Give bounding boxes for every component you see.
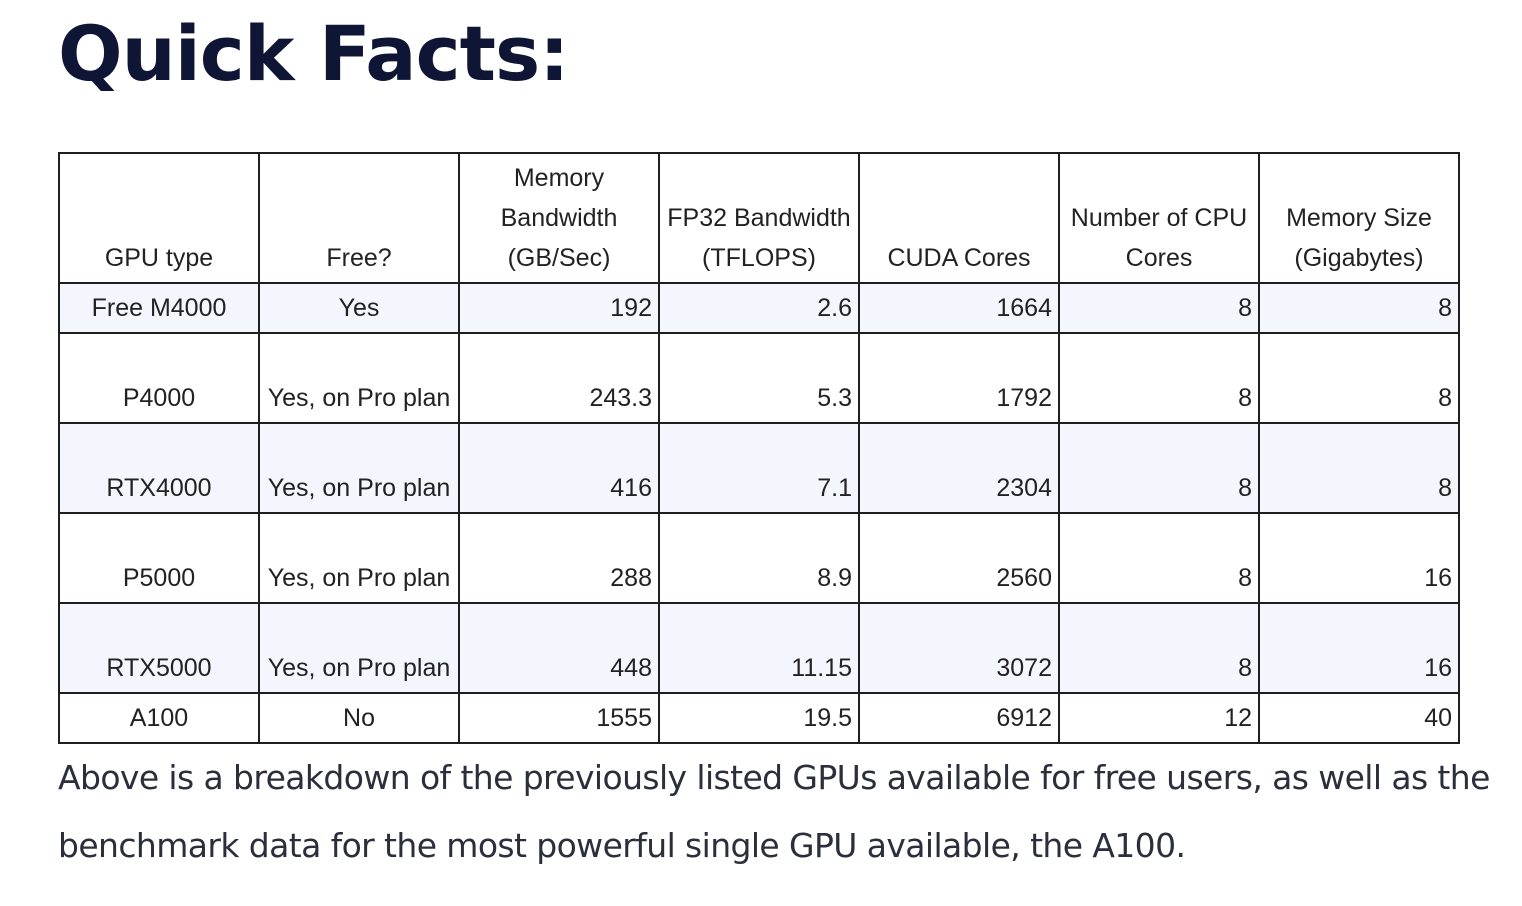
cell-memory-size: 16 [1258, 602, 1460, 694]
header-memory-size: Memory Size (Gigabytes) [1258, 152, 1460, 284]
cell-gpu-type: P4000 [58, 332, 260, 424]
cell-cpu-cores: 8 [1058, 512, 1260, 604]
cell-free: Yes [258, 282, 460, 334]
cell-cuda-cores: 2560 [858, 512, 1060, 604]
header-cuda-cores: CUDA Cores [858, 152, 1060, 284]
cell-memory-bandwidth: 288 [458, 512, 660, 604]
cell-fp32-bandwidth: 11.15 [658, 602, 860, 694]
cell-cpu-cores: 8 [1058, 422, 1260, 514]
cell-memory-size: 16 [1258, 512, 1460, 604]
header-cpu-cores: Number of CPU Cores [1058, 152, 1260, 284]
cell-memory-size: 40 [1258, 692, 1460, 744]
table-row: Free M4000 Yes 192 2.6 1664 8 8 [58, 282, 1460, 334]
cell-fp32-bandwidth: 5.3 [658, 332, 860, 424]
cell-gpu-type: RTX5000 [58, 602, 260, 694]
cell-cuda-cores: 1792 [858, 332, 1060, 424]
cell-cpu-cores: 8 [1058, 602, 1260, 694]
cell-memory-size: 8 [1258, 332, 1460, 424]
page-title: Quick Facts: [58, 9, 570, 98]
header-memory-bandwidth: Memory Bandwidth (GB/Sec) [458, 152, 660, 284]
cell-gpu-type: P5000 [58, 512, 260, 604]
cell-cpu-cores: 12 [1058, 692, 1260, 744]
cell-cuda-cores: 1664 [858, 282, 1060, 334]
header-gpu-type: GPU type [58, 152, 260, 284]
cell-free: No [258, 692, 460, 744]
cell-memory-bandwidth: 1555 [458, 692, 660, 744]
table-row: RTX4000 Yes, on Pro plan 416 7.1 2304 8 … [58, 422, 1460, 514]
cell-fp32-bandwidth: 19.5 [658, 692, 860, 744]
table-row: P5000 Yes, on Pro plan 288 8.9 2560 8 16 [58, 512, 1460, 604]
cell-memory-bandwidth: 192 [458, 282, 660, 334]
header-fp32-bandwidth: FP32 Bandwidth (TFLOPS) [658, 152, 860, 284]
table-row: P4000 Yes, on Pro plan 243.3 5.3 1792 8 … [58, 332, 1460, 424]
cell-fp32-bandwidth: 7.1 [658, 422, 860, 514]
cell-cuda-cores: 2304 [858, 422, 1060, 514]
cell-gpu-type: A100 [58, 692, 260, 744]
cell-free: Yes, on Pro plan [258, 512, 460, 604]
cell-free: Yes, on Pro plan [258, 422, 460, 514]
gpu-specs-table: GPU type Free? Memory Bandwidth (GB/Sec)… [58, 152, 1460, 744]
header-free: Free? [258, 152, 460, 284]
table-header-row: GPU type Free? Memory Bandwidth (GB/Sec)… [58, 152, 1460, 284]
table-row: A100 No 1555 19.5 6912 12 40 [58, 692, 1460, 744]
cell-free: Yes, on Pro plan [258, 602, 460, 694]
cell-cpu-cores: 8 [1058, 332, 1260, 424]
cell-memory-bandwidth: 416 [458, 422, 660, 514]
cell-fp32-bandwidth: 8.9 [658, 512, 860, 604]
cell-memory-bandwidth: 448 [458, 602, 660, 694]
table-row: RTX5000 Yes, on Pro plan 448 11.15 3072 … [58, 602, 1460, 694]
cell-cuda-cores: 6912 [858, 692, 1060, 744]
cell-cuda-cores: 3072 [858, 602, 1060, 694]
cell-cpu-cores: 8 [1058, 282, 1260, 334]
cell-memory-size: 8 [1258, 422, 1460, 514]
cell-free: Yes, on Pro plan [258, 332, 460, 424]
description-paragraph: Above is a breakdown of the previously l… [58, 758, 1490, 865]
cell-gpu-type: Free M4000 [58, 282, 260, 334]
cell-memory-bandwidth: 243.3 [458, 332, 660, 424]
cell-gpu-type: RTX4000 [58, 422, 260, 514]
cell-memory-size: 8 [1258, 282, 1460, 334]
cell-fp32-bandwidth: 2.6 [658, 282, 860, 334]
